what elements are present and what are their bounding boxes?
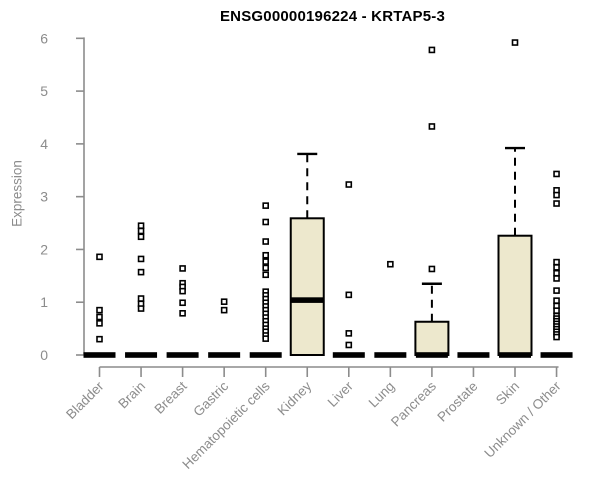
x-tick-label-breast: Breast bbox=[152, 378, 190, 416]
data-point-breast bbox=[179, 265, 186, 272]
y-tick-label: 4 bbox=[40, 136, 48, 152]
median-bar-pancreas bbox=[415, 352, 448, 358]
y-tick-label: 1 bbox=[40, 294, 48, 310]
data-point-pancreas bbox=[428, 123, 436, 130]
x-tick-label-lung: Lung bbox=[366, 379, 398, 411]
data-point-breast bbox=[179, 287, 186, 295]
data-point-gastric bbox=[220, 298, 228, 305]
data-point-hematopoietic-cells bbox=[262, 335, 270, 342]
data-point-brain bbox=[137, 268, 145, 276]
data-point-pancreas bbox=[428, 265, 436, 273]
median-bar-prostate bbox=[457, 352, 490, 358]
x-tick-label-pancreas: Pancreas bbox=[388, 378, 439, 429]
data-point-brain bbox=[137, 255, 145, 263]
data-point-hematopoietic-cells bbox=[262, 202, 270, 209]
data-point-liver bbox=[345, 181, 353, 188]
median-bar-liver bbox=[332, 352, 365, 358]
y-axis-title: Expression bbox=[9, 160, 25, 227]
data-point-breast bbox=[179, 299, 186, 307]
y-tick-label: 0 bbox=[40, 347, 48, 363]
data-point-hematopoietic-cells bbox=[262, 258, 270, 265]
median-bar-hematopoietic-cells bbox=[249, 352, 282, 358]
data-point-bladder bbox=[96, 253, 103, 261]
data-point-bladder bbox=[96, 313, 103, 321]
data-point-unknown-other bbox=[553, 297, 560, 304]
data-point-unknown-other bbox=[553, 333, 560, 341]
data-point-unknown-other bbox=[553, 170, 560, 178]
median-bar-kidney bbox=[291, 297, 324, 303]
data-point-liver bbox=[345, 330, 353, 337]
data-point-breast bbox=[179, 310, 186, 317]
data-point-unknown-other bbox=[553, 200, 560, 207]
data-point-brain bbox=[137, 227, 145, 235]
data-point-skin bbox=[511, 39, 519, 46]
data-point-bladder bbox=[96, 320, 103, 327]
box-kidney bbox=[289, 217, 325, 356]
median-bar-breast bbox=[166, 352, 199, 358]
x-tick-label-bladder: Bladder bbox=[63, 378, 107, 422]
data-point-brain bbox=[137, 305, 145, 312]
data-point-hematopoietic-cells bbox=[262, 218, 270, 226]
data-point-unknown-other bbox=[553, 287, 560, 294]
data-point-unknown-other bbox=[553, 191, 560, 199]
data-point-hematopoietic-cells bbox=[262, 238, 270, 245]
data-point-brain bbox=[137, 222, 145, 229]
data-point-brain bbox=[137, 295, 145, 302]
data-point-hematopoietic-cells bbox=[262, 264, 270, 272]
box-pancreas bbox=[414, 320, 450, 356]
y-tick-label: 2 bbox=[40, 241, 48, 257]
data-point-unknown-other bbox=[553, 269, 560, 277]
x-tick-label-skin: Skin bbox=[493, 379, 522, 408]
data-point-lung bbox=[387, 260, 394, 268]
data-point-brain bbox=[137, 233, 145, 241]
data-point-unknown-other bbox=[553, 264, 560, 271]
chart-title: ENSG00000196224 - KRTAP5-3 bbox=[219, 8, 446, 25]
median-bar-gastric bbox=[208, 352, 241, 358]
data-point-bladder bbox=[96, 335, 103, 343]
x-tick-label-prostate: Prostate bbox=[434, 379, 480, 425]
y-tick-label: 3 bbox=[40, 189, 48, 205]
data-point-bladder bbox=[96, 306, 103, 314]
x-tick-label-unknown-other: Unknown / Other bbox=[481, 378, 564, 461]
median-bar-unknown-other bbox=[540, 352, 573, 358]
data-point-unknown-other bbox=[553, 258, 560, 266]
y-tick-label: 6 bbox=[40, 30, 48, 46]
data-point-unknown-other bbox=[553, 275, 560, 282]
x-tick-label-gastric: Gastric bbox=[190, 378, 231, 419]
x-tick-label-brain: Brain bbox=[115, 379, 148, 412]
box-skin bbox=[497, 234, 533, 356]
data-point-unknown-other bbox=[553, 307, 560, 314]
data-point-hematopoietic-cells bbox=[262, 251, 270, 259]
data-point-pancreas bbox=[428, 46, 436, 54]
x-tick-label-kidney: Kidney bbox=[275, 378, 315, 418]
median-bar-skin bbox=[499, 352, 531, 358]
median-bar-lung bbox=[374, 352, 407, 358]
y-tick-label: 5 bbox=[40, 83, 48, 99]
median-bar-brain bbox=[125, 352, 158, 358]
data-point-hematopoietic-cells bbox=[262, 271, 270, 279]
data-point-gastric bbox=[220, 306, 228, 314]
median-bar-bladder bbox=[83, 352, 116, 358]
x-tick-label-liver: Liver bbox=[325, 378, 357, 410]
data-point-liver bbox=[345, 291, 353, 299]
data-point-liver bbox=[345, 341, 353, 349]
